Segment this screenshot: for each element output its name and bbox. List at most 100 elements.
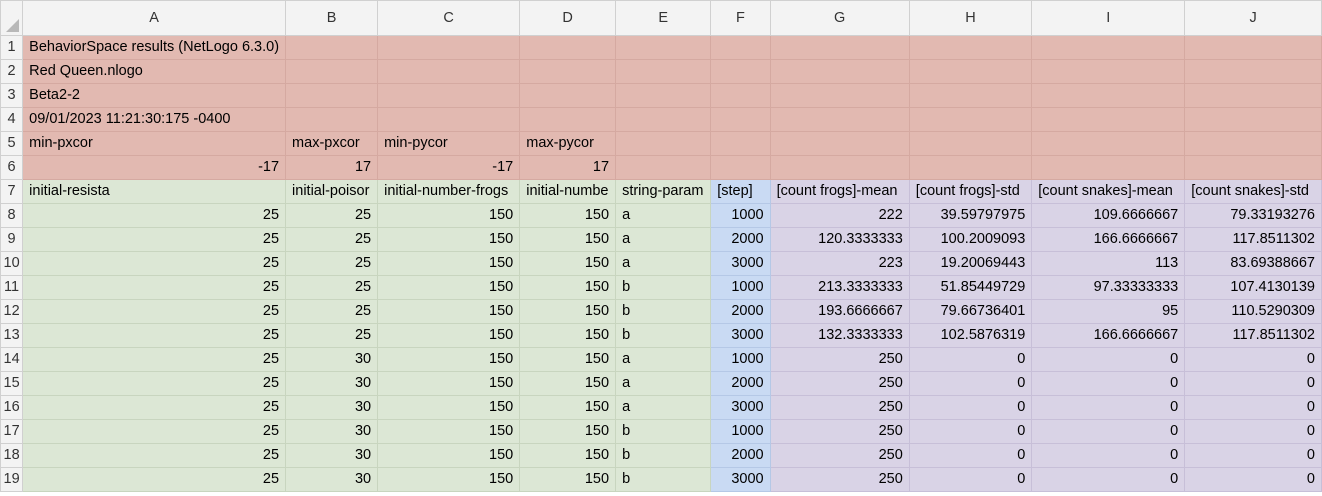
data-cell[interactable]: 19.20069443 bbox=[908, 251, 1033, 276]
cell[interactable] bbox=[908, 155, 1033, 180]
data-cell[interactable]: 117.8511302 bbox=[1184, 323, 1322, 348]
data-cell[interactable]: 102.5876319 bbox=[908, 323, 1033, 348]
data-cell[interactable]: 1000 bbox=[710, 275, 771, 300]
cell[interactable] bbox=[615, 83, 712, 108]
data-cell[interactable]: a bbox=[615, 227, 712, 252]
data-cell[interactable]: 150 bbox=[519, 323, 617, 348]
cell[interactable] bbox=[615, 35, 712, 60]
cell[interactable] bbox=[1184, 131, 1322, 156]
cell[interactable] bbox=[615, 59, 712, 84]
data-cell[interactable]: 30 bbox=[285, 443, 379, 468]
data-cell[interactable]: 1000 bbox=[710, 419, 771, 444]
cell-a2[interactable]: Red Queen.nlogo bbox=[22, 59, 287, 84]
cell[interactable] bbox=[1031, 59, 1186, 84]
data-cell[interactable]: b bbox=[615, 323, 712, 348]
data-cell[interactable]: 2000 bbox=[710, 299, 771, 324]
data-cell[interactable]: 150 bbox=[519, 419, 617, 444]
cell[interactable] bbox=[377, 35, 521, 60]
data-cell[interactable]: 110.5290309 bbox=[1184, 299, 1322, 324]
data-cell[interactable]: 39.59797975 bbox=[908, 203, 1033, 228]
data-cell[interactable]: b bbox=[615, 275, 712, 300]
data-cell[interactable]: 25 bbox=[285, 251, 379, 276]
cell[interactable] bbox=[908, 131, 1033, 156]
cell-b5[interactable]: max-pxcor bbox=[285, 131, 379, 156]
data-cell[interactable]: b bbox=[615, 443, 712, 468]
data-cell[interactable]: 30 bbox=[285, 395, 379, 420]
header-cell[interactable]: initial-resista bbox=[22, 179, 287, 204]
row-header[interactable]: 12 bbox=[0, 299, 24, 324]
data-cell[interactable]: b bbox=[615, 419, 712, 444]
data-cell[interactable]: 0 bbox=[1031, 395, 1186, 420]
row-header[interactable]: 7 bbox=[0, 179, 24, 204]
data-cell[interactable]: 30 bbox=[285, 419, 379, 444]
data-cell[interactable]: b bbox=[615, 299, 712, 324]
data-cell[interactable]: 250 bbox=[769, 371, 910, 396]
cell-c6[interactable]: -17 bbox=[377, 155, 521, 180]
data-cell[interactable]: 0 bbox=[1184, 419, 1322, 444]
data-cell[interactable]: 132.3333333 bbox=[769, 323, 910, 348]
column-header-e[interactable]: E bbox=[615, 0, 712, 36]
cell[interactable] bbox=[769, 107, 910, 132]
data-cell[interactable]: a bbox=[615, 395, 712, 420]
data-cell[interactable]: 95 bbox=[1031, 299, 1186, 324]
data-cell[interactable]: 250 bbox=[769, 395, 910, 420]
data-cell[interactable]: 150 bbox=[519, 371, 617, 396]
data-cell[interactable]: 150 bbox=[377, 443, 521, 468]
data-cell[interactable]: 100.2009093 bbox=[908, 227, 1033, 252]
data-cell[interactable]: 0 bbox=[908, 419, 1033, 444]
data-cell[interactable]: 0 bbox=[1184, 467, 1322, 492]
cell-a4[interactable]: 09/01/2023 11:21:30:175 -0400 bbox=[22, 107, 287, 132]
header-cell[interactable]: string-param bbox=[615, 179, 712, 204]
data-cell[interactable]: 51.85449729 bbox=[908, 275, 1033, 300]
data-cell[interactable]: 150 bbox=[377, 203, 521, 228]
data-cell[interactable]: 1000 bbox=[710, 347, 771, 372]
data-cell[interactable]: 3000 bbox=[710, 251, 771, 276]
data-cell[interactable]: 1000 bbox=[710, 203, 771, 228]
cell[interactable] bbox=[285, 35, 379, 60]
cell[interactable] bbox=[710, 35, 771, 60]
cell[interactable] bbox=[285, 59, 379, 84]
data-cell[interactable]: 250 bbox=[769, 419, 910, 444]
cell[interactable] bbox=[377, 83, 521, 108]
data-cell[interactable]: 250 bbox=[769, 347, 910, 372]
cell[interactable] bbox=[1184, 107, 1322, 132]
data-cell[interactable]: 107.4130139 bbox=[1184, 275, 1322, 300]
data-cell[interactable]: 117.8511302 bbox=[1184, 227, 1322, 252]
data-cell[interactable]: 25 bbox=[285, 203, 379, 228]
data-cell[interactable]: 0 bbox=[908, 371, 1033, 396]
row-header[interactable]: 13 bbox=[0, 323, 24, 348]
cell[interactable] bbox=[1031, 83, 1186, 108]
data-cell[interactable]: 25 bbox=[22, 443, 287, 468]
column-header-g[interactable]: G bbox=[769, 0, 910, 36]
data-cell[interactable]: 0 bbox=[908, 395, 1033, 420]
cell[interactable] bbox=[710, 83, 771, 108]
data-cell[interactable]: 223 bbox=[769, 251, 910, 276]
cell[interactable] bbox=[1031, 155, 1186, 180]
column-header-i[interactable]: I bbox=[1031, 0, 1186, 36]
row-header[interactable]: 4 bbox=[0, 107, 24, 132]
row-header[interactable]: 10 bbox=[0, 251, 24, 276]
data-cell[interactable]: 166.6666667 bbox=[1031, 227, 1186, 252]
column-header-f[interactable]: F bbox=[710, 0, 771, 36]
row-header[interactable]: 6 bbox=[0, 155, 24, 180]
cell[interactable] bbox=[908, 35, 1033, 60]
cell[interactable] bbox=[377, 107, 521, 132]
cell[interactable] bbox=[769, 59, 910, 84]
row-header[interactable]: 15 bbox=[0, 371, 24, 396]
row-header[interactable]: 17 bbox=[0, 419, 24, 444]
data-cell[interactable]: a bbox=[615, 251, 712, 276]
cell[interactable] bbox=[710, 59, 771, 84]
data-cell[interactable]: 3000 bbox=[710, 323, 771, 348]
data-cell[interactable]: 0 bbox=[1184, 395, 1322, 420]
data-cell[interactable]: 193.6666667 bbox=[769, 299, 910, 324]
cell[interactable] bbox=[377, 59, 521, 84]
cell-d6[interactable]: 17 bbox=[519, 155, 617, 180]
data-cell[interactable]: a bbox=[615, 371, 712, 396]
cell[interactable] bbox=[769, 155, 910, 180]
cell-a1[interactable]: BehaviorSpace results (NetLogo 6.3.0) bbox=[22, 35, 287, 60]
row-header[interactable]: 18 bbox=[0, 443, 24, 468]
data-cell[interactable]: 0 bbox=[908, 467, 1033, 492]
data-cell[interactable]: 2000 bbox=[710, 227, 771, 252]
